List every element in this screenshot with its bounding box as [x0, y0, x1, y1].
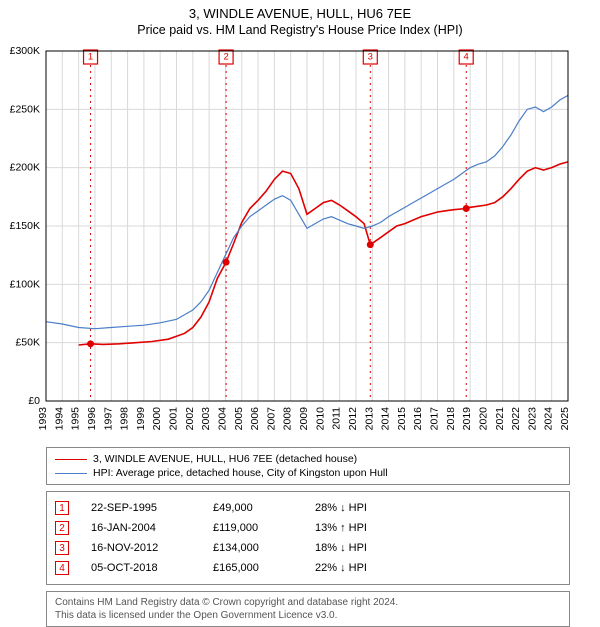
- x-axis-tick-label: 2000: [151, 407, 163, 431]
- y-axis-tick-label: £300K: [10, 45, 40, 57]
- x-axis-tick-label: 2020: [477, 407, 489, 431]
- chart-title: 3, WINDLE AVENUE, HULL, HU6 7EE: [0, 6, 600, 21]
- x-axis-tick-label: 1993: [37, 407, 49, 431]
- title-block: 3, WINDLE AVENUE, HULL, HU6 7EE Price pa…: [0, 0, 600, 41]
- sale-event-row-marker: 3: [55, 541, 69, 555]
- sale-event-date: 05-OCT-2018: [91, 562, 191, 574]
- x-axis-tick-label: 2023: [526, 407, 538, 431]
- x-axis-tick-label: 2008: [282, 407, 294, 431]
- x-axis-tick-label: 2025: [559, 407, 571, 431]
- sale-event-diff: 18% ↓ HPI: [315, 542, 561, 554]
- x-axis-tick-label: 1995: [70, 407, 82, 431]
- legend-swatch: [55, 459, 87, 460]
- chart-plot-area: £0 £50K £100K £150K £200K £250K £300K 1993 1994 1…: [0, 41, 600, 441]
- x-axis-tick-label: 2014: [380, 407, 392, 431]
- attribution-box: Contains HM Land Registry data © Crown c…: [46, 591, 570, 627]
- x-axis-tick-label: 2024: [543, 407, 555, 431]
- x-axis-tick-label: 2004: [216, 407, 228, 431]
- y-axis-tick-label: £100K: [10, 278, 40, 290]
- x-axis-tick-label: 2013: [363, 407, 375, 431]
- sale-event-price: £134,000: [213, 542, 293, 554]
- y-axis-tick-label: £50K: [15, 337, 40, 349]
- sale-point-dot: [463, 205, 470, 212]
- legend-item: 3, WINDLE AVENUE, HULL, HU6 7EE (detache…: [55, 452, 561, 466]
- sale-event-price: £49,000: [213, 502, 293, 514]
- x-axis-tick-label: 2011: [331, 407, 343, 430]
- x-axis-tick-label: 2009: [298, 407, 310, 431]
- attribution-line2: This data is licensed under the Open Gov…: [55, 609, 561, 622]
- x-axis-tick-label: 2007: [265, 407, 277, 431]
- x-axis-tick-label: 2017: [429, 407, 441, 431]
- chart-container: 3, WINDLE AVENUE, HULL, HU6 7EE Price pa…: [0, 0, 600, 627]
- legend-box: 3, WINDLE AVENUE, HULL, HU6 7EE (detache…: [46, 447, 570, 485]
- x-axis-tick-label: 2021: [494, 407, 506, 431]
- x-axis-tick-label: 2005: [233, 407, 245, 431]
- sale-event-diff: 22% ↓ HPI: [315, 562, 561, 574]
- sale-point-dot: [87, 340, 94, 347]
- x-axis-tick-label: 1996: [86, 407, 98, 431]
- x-axis-tick-label: 2022: [510, 407, 522, 431]
- x-axis-tick-label: 2003: [200, 407, 212, 431]
- attribution-line1: Contains HM Land Registry data © Crown c…: [55, 596, 561, 609]
- y-axis-tick-label: £250K: [10, 103, 40, 115]
- sale-event-date: 16-NOV-2012: [91, 542, 191, 554]
- sale-event-row-marker: 2: [55, 521, 69, 535]
- x-axis-tick-label: 1998: [119, 407, 131, 431]
- sale-events-table: 1 22-SEP-1995 £49,000 28% ↓ HPI 2 16-JAN-2004…: [46, 491, 570, 585]
- sale-event-date: 22-SEP-1995: [91, 502, 191, 514]
- sale-event-row: 2 16-JAN-2004 £119,000 13% ↑ HPI: [55, 518, 561, 538]
- sale-event-price: £119,000: [213, 522, 293, 534]
- sale-event-row-marker: 4: [55, 561, 69, 575]
- sale-event-diff: 13% ↑ HPI: [315, 522, 561, 534]
- sale-event-marker-number: 1: [88, 52, 93, 63]
- sale-event-diff: 28% ↓ HPI: [315, 502, 561, 514]
- x-axis-tick-label: 2002: [184, 407, 196, 431]
- y-axis-tick-label: £200K: [10, 162, 40, 174]
- sale-point-dot: [223, 259, 230, 266]
- x-axis-tick-label: 2010: [314, 407, 326, 431]
- sale-event-date: 16-JAN-2004: [91, 522, 191, 534]
- sale-event-marker-number: 3: [368, 52, 373, 63]
- x-axis-tick-label: 2019: [461, 407, 473, 431]
- x-axis-tick-label: 2018: [445, 407, 457, 431]
- legend-item: HPI: Average price, detached house, City…: [55, 466, 561, 480]
- x-axis-tick-label: 1999: [135, 407, 147, 431]
- x-axis-tick-label: 2001: [168, 407, 180, 431]
- x-axis-tick-label: 2012: [347, 407, 359, 431]
- legend-swatch: [55, 473, 87, 474]
- x-axis-tick-label: 1994: [53, 407, 65, 431]
- legend-label: HPI: Average price, detached house, City…: [93, 467, 388, 479]
- x-axis-tick-label: 1997: [102, 407, 114, 431]
- sale-event-price: £165,000: [213, 562, 293, 574]
- sale-point-dot: [367, 241, 374, 248]
- y-axis-tick-label: £150K: [10, 220, 40, 232]
- chart-subtitle: Price paid vs. HM Land Registry's House …: [0, 23, 600, 37]
- legend-label: 3, WINDLE AVENUE, HULL, HU6 7EE (detache…: [93, 453, 357, 465]
- sale-event-row: 1 22-SEP-1995 £49,000 28% ↓ HPI: [55, 498, 561, 518]
- x-axis-tick-label: 2006: [249, 407, 261, 431]
- y-axis-tick-label: £0: [28, 395, 40, 407]
- sale-event-row-marker: 1: [55, 501, 69, 515]
- x-axis-tick-label: 2016: [412, 407, 424, 431]
- x-axis-tick-label: 2015: [396, 407, 408, 431]
- sale-event-row: 3 16-NOV-2012 £134,000 18% ↓ HPI: [55, 538, 561, 558]
- sale-event-marker-number: 4: [464, 52, 469, 63]
- sale-event-marker-number: 2: [223, 52, 228, 63]
- sale-event-row: 4 05-OCT-2018 £165,000 22% ↓ HPI: [55, 558, 561, 578]
- chart-svg: £0 £50K £100K £150K £200K £250K £300K 1993 1994 1…: [0, 41, 600, 441]
